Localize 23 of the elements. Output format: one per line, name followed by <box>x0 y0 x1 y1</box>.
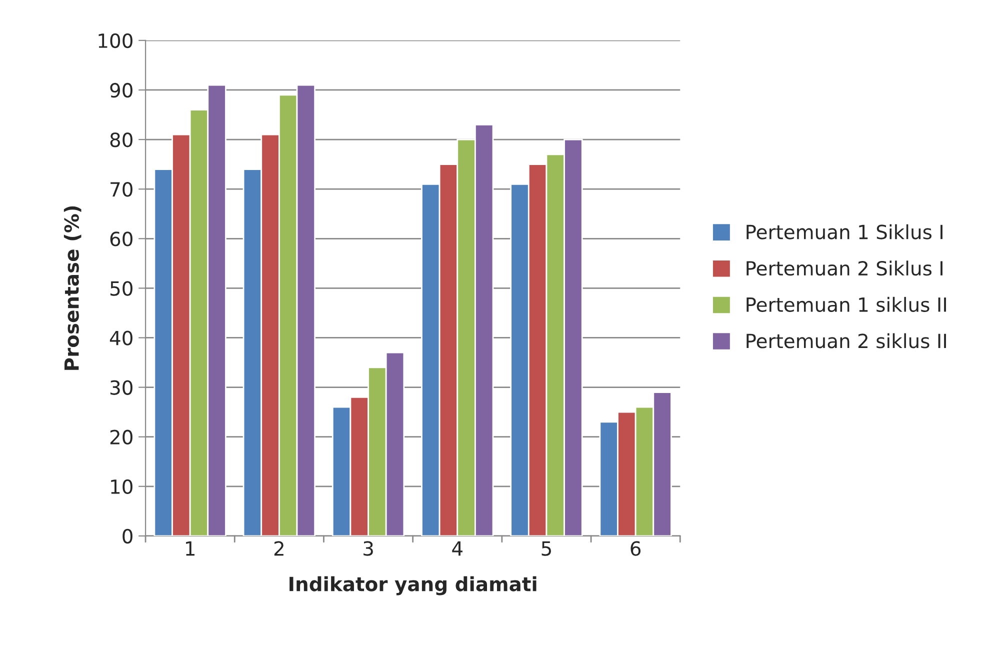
y-tick-label: 30 <box>110 380 132 395</box>
x-tick-label: 5 <box>542 541 551 556</box>
legend-label: Pertemuan 2 siklus II <box>746 333 946 348</box>
x-tick-label: 2 <box>274 541 284 556</box>
y-axis-title: Prosentase (%) <box>64 206 82 370</box>
legend-label: Pertemuan 1 siklus II <box>746 296 946 312</box>
x-tick-label: 1 <box>186 541 194 556</box>
y-tick-label: 90 <box>110 82 132 98</box>
y-tick-label: 10 <box>111 479 132 494</box>
x-tick-label: 6 <box>630 541 641 556</box>
y-tick-label: 50 <box>110 281 132 296</box>
legend-label: Pertemuan 1 Siklus I <box>746 224 942 240</box>
x-tick-label: 4 <box>452 541 462 556</box>
y-tick-label: 60 <box>110 232 132 246</box>
y-tick-label: 100 <box>98 33 132 48</box>
y-tick-label: 0 <box>122 528 132 544</box>
y-tick-label: 80 <box>110 132 132 148</box>
y-tick-label: 40 <box>110 330 132 346</box>
x-tick-label: 3 <box>364 541 373 556</box>
x-axis-title: Indikator yang diamati <box>290 576 536 596</box>
y-tick-label: 20 <box>110 430 132 445</box>
legend-label: Pertemuan 2 Siklus I <box>746 260 942 276</box>
y-tick-label: 70 <box>110 182 132 197</box>
